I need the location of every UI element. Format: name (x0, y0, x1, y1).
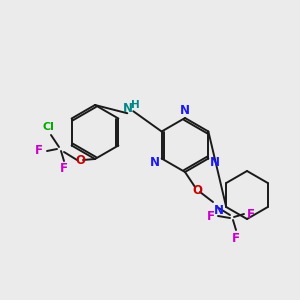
Text: Cl: Cl (42, 122, 54, 132)
Text: F: F (232, 232, 240, 244)
Text: N: N (123, 102, 133, 115)
Text: F: F (60, 161, 68, 175)
Text: N: N (210, 156, 220, 169)
Text: N: N (150, 156, 160, 169)
Text: N: N (214, 205, 224, 218)
Text: O: O (192, 184, 202, 196)
Text: O: O (75, 154, 85, 167)
Text: H: H (131, 100, 140, 110)
Text: N: N (180, 103, 190, 116)
Text: F: F (35, 145, 43, 158)
Text: F: F (247, 208, 255, 220)
Text: F: F (207, 209, 215, 223)
